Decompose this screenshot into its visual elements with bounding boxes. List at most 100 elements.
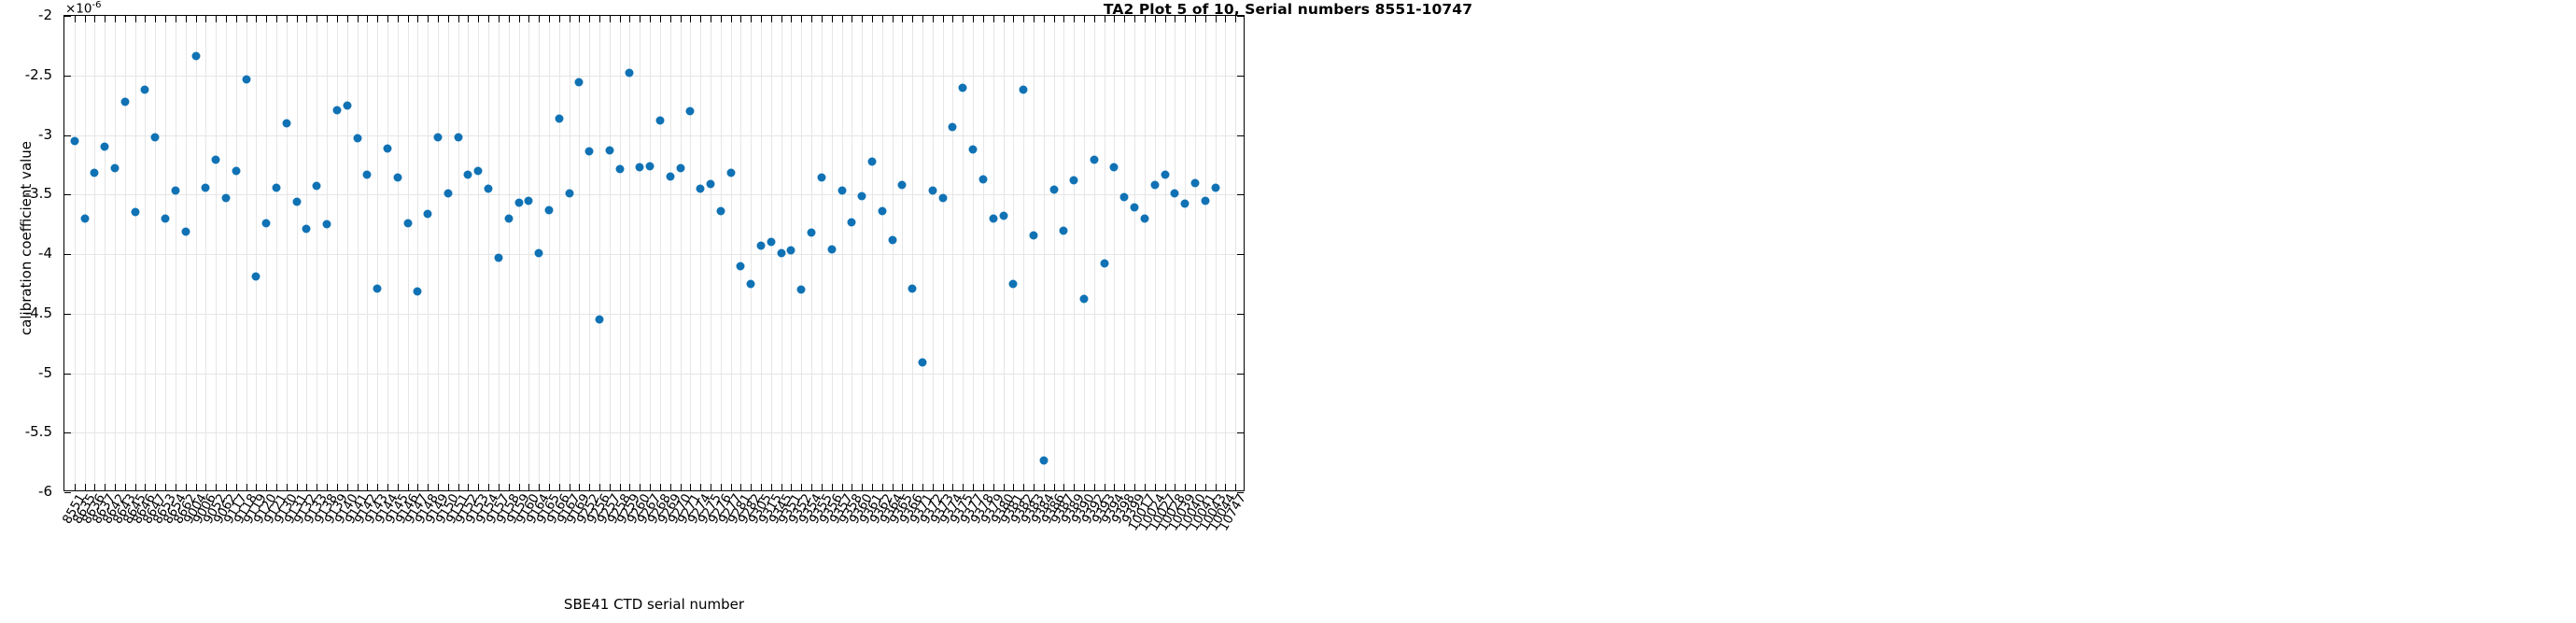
x-tick-mark-top bbox=[397, 16, 399, 22]
x-tick-mark bbox=[528, 484, 530, 490]
x-tick-mark-top bbox=[700, 16, 702, 22]
x-tick-mark-top bbox=[650, 16, 652, 22]
x-tick-mark-top bbox=[609, 16, 611, 22]
x-tick-mark bbox=[94, 484, 96, 490]
x-tick-mark bbox=[1093, 484, 1095, 490]
x-tick-mark-top bbox=[629, 16, 631, 22]
x-tick-mark bbox=[508, 484, 510, 490]
x-tick-mark-top bbox=[973, 16, 975, 22]
data-point bbox=[1211, 183, 1220, 192]
data-point bbox=[1100, 259, 1109, 268]
x-tick-mark-top bbox=[942, 16, 944, 22]
gridline-vertical bbox=[1003, 16, 1005, 490]
x-tick-mark bbox=[619, 484, 621, 490]
x-tick-mark bbox=[165, 484, 167, 490]
x-tick-mark bbox=[1013, 484, 1015, 490]
y-tick-mark-right bbox=[1237, 16, 1244, 17]
data-point bbox=[615, 164, 625, 174]
data-point bbox=[140, 85, 149, 94]
gridline-vertical bbox=[1204, 16, 1206, 490]
gridline-vertical bbox=[841, 16, 843, 490]
x-tick-mark-top bbox=[539, 16, 541, 22]
gridline-vertical bbox=[801, 16, 803, 490]
data-point bbox=[1008, 279, 1018, 289]
x-tick-mark bbox=[195, 484, 197, 490]
x-tick-mark bbox=[932, 484, 934, 490]
data-point bbox=[696, 184, 705, 193]
y-tick-label: -3.5 bbox=[24, 185, 52, 203]
data-point bbox=[221, 193, 231, 203]
y-tick-label: -5.5 bbox=[24, 423, 52, 441]
x-tick-mark bbox=[296, 484, 298, 490]
y-tick-mark bbox=[64, 432, 71, 434]
x-tick-mark bbox=[952, 484, 954, 490]
gridline-vertical bbox=[952, 16, 954, 490]
gridline-vertical bbox=[296, 16, 298, 490]
x-tick-mark-top bbox=[428, 16, 429, 22]
x-tick-mark-top bbox=[952, 16, 954, 22]
gridline-vertical bbox=[680, 16, 682, 490]
gridline-vertical bbox=[1033, 16, 1035, 490]
gridline-vertical bbox=[235, 16, 237, 490]
gridline-vertical bbox=[1074, 16, 1076, 490]
data-point bbox=[878, 206, 887, 216]
x-tick-mark-top bbox=[124, 16, 126, 22]
gridline-vertical bbox=[397, 16, 399, 490]
x-tick-mark-top bbox=[1043, 16, 1045, 22]
x-tick-mark bbox=[145, 484, 147, 490]
x-tick-mark-top bbox=[1093, 16, 1095, 22]
gridline-vertical bbox=[1053, 16, 1055, 490]
gridline-vertical bbox=[558, 16, 560, 490]
x-tick-mark bbox=[811, 484, 813, 490]
gridline-vertical bbox=[589, 16, 591, 490]
gridline-vertical bbox=[124, 16, 126, 490]
gridline-vertical bbox=[286, 16, 288, 490]
x-tick-mark-top bbox=[831, 16, 833, 22]
gridline-vertical bbox=[892, 16, 894, 490]
x-tick-mark-top bbox=[579, 16, 581, 22]
x-tick-mark-top bbox=[992, 16, 994, 22]
gridline-vertical bbox=[932, 16, 934, 490]
x-tick-mark-top bbox=[821, 16, 823, 22]
x-tick-mark-top bbox=[327, 16, 329, 22]
data-point bbox=[888, 235, 897, 245]
x-tick-mark bbox=[922, 484, 924, 490]
data-point bbox=[1180, 199, 1189, 208]
x-tick-mark-top bbox=[165, 16, 167, 22]
x-tick-mark-top bbox=[1154, 16, 1156, 22]
data-point bbox=[1190, 178, 1200, 187]
x-tick-mark bbox=[115, 484, 117, 490]
data-point bbox=[685, 106, 695, 116]
gridline-vertical bbox=[751, 16, 753, 490]
x-tick-mark bbox=[690, 484, 692, 490]
x-tick-mark bbox=[1215, 484, 1217, 490]
gridline-vertical bbox=[468, 16, 470, 490]
y-tick-mark bbox=[64, 254, 71, 255]
x-tick-mark bbox=[155, 484, 157, 490]
x-tick-mark bbox=[1043, 484, 1045, 490]
x-tick-mark bbox=[629, 484, 631, 490]
gridline-vertical bbox=[478, 16, 480, 490]
x-tick-mark bbox=[892, 484, 894, 490]
gridline-vertical bbox=[619, 16, 621, 490]
x-tick-mark-top bbox=[1003, 16, 1005, 22]
y-tick-label: -5 bbox=[38, 363, 52, 381]
x-tick-mark bbox=[700, 484, 702, 490]
gridline-vertical bbox=[1023, 16, 1025, 490]
gridline-vertical bbox=[548, 16, 550, 490]
gridline-horizontal bbox=[64, 373, 1244, 375]
x-tick-mark-top bbox=[730, 16, 732, 22]
y-tick-mark bbox=[64, 373, 71, 375]
data-point bbox=[322, 219, 331, 229]
x-tick-mark-top bbox=[619, 16, 621, 22]
data-point bbox=[302, 224, 311, 234]
data-point bbox=[353, 134, 362, 143]
gridline-vertical bbox=[740, 16, 742, 490]
gridline-vertical bbox=[669, 16, 671, 490]
x-tick-mark bbox=[498, 484, 500, 490]
data-point bbox=[343, 101, 352, 110]
x-tick-mark bbox=[216, 484, 218, 490]
gridline-vertical bbox=[1114, 16, 1116, 490]
x-tick-mark bbox=[963, 484, 964, 490]
x-axis-label: SBE41 CTD serial number bbox=[563, 596, 745, 613]
